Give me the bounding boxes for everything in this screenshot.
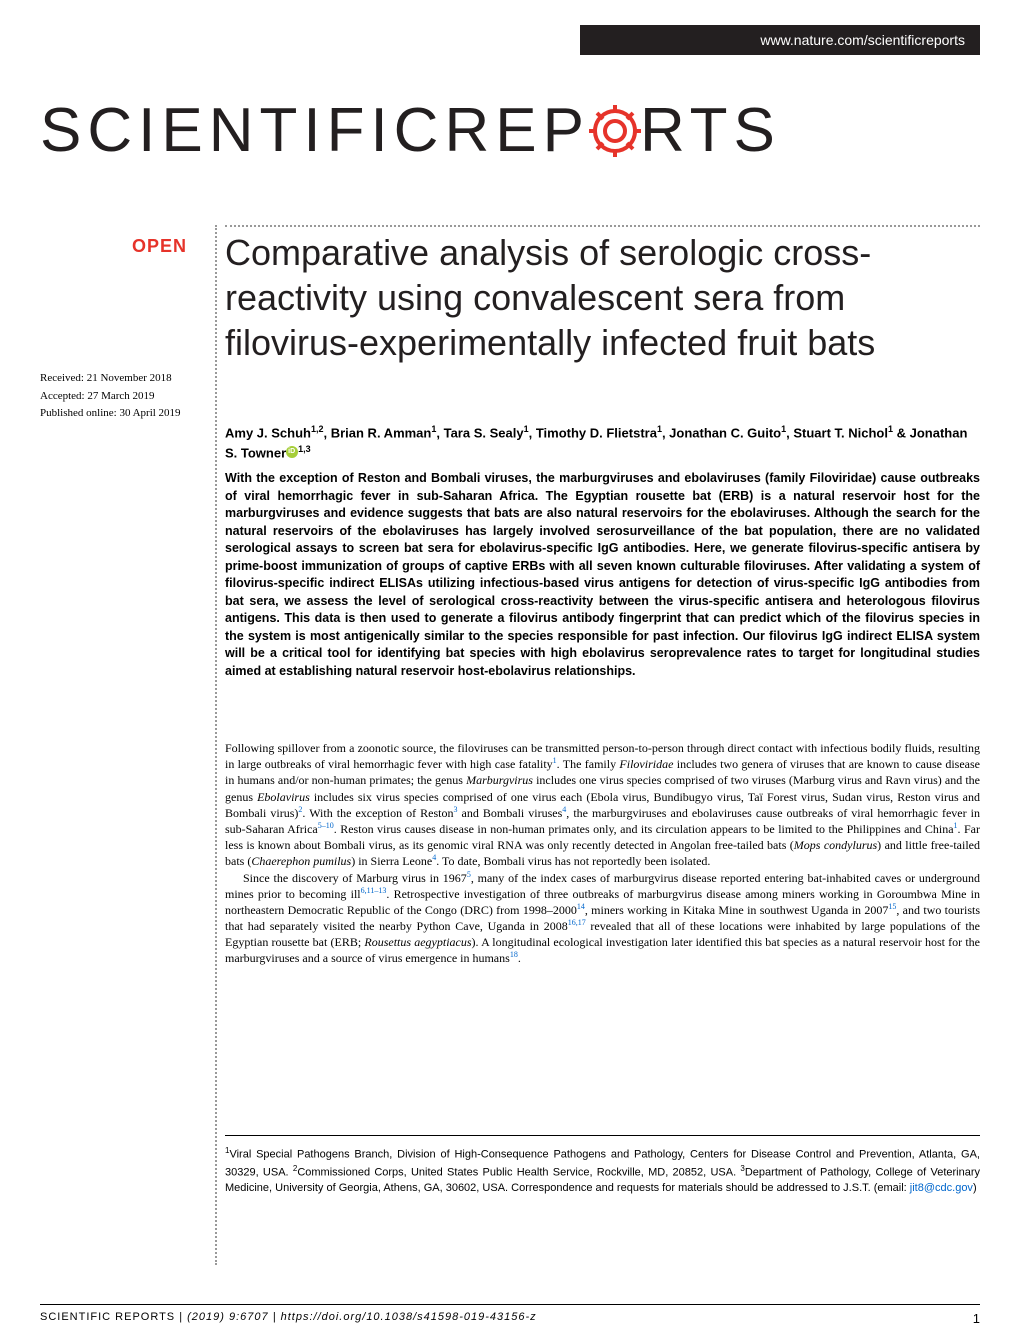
dotted-divider-vertical: [215, 225, 217, 1265]
body-paragraph-2: Since the discovery of Marburg virus in …: [225, 870, 980, 967]
publication-dates: Received: 21 November 2018 Accepted: 27 …: [40, 370, 215, 423]
footer-cite-text: (2019) 9:6707 | https://doi.org/10.1038/…: [187, 1311, 537, 1323]
logo-text-mid: REP: [444, 95, 589, 166]
header-url-bar: www.nature.com/scientificreports: [580, 25, 980, 55]
footer-journal: SCIENTIFIC REPORTS: [40, 1311, 175, 1323]
footer-divider: [40, 1304, 980, 1305]
abstract: With the exception of Reston and Bombali…: [225, 470, 980, 680]
page-number: 1: [973, 1311, 980, 1326]
journal-logo: SCIENTIFIC REP RTS: [40, 95, 980, 166]
footer-citation: SCIENTIFIC REPORTS | (2019) 9:6707 | htt…: [40, 1311, 537, 1326]
affiliation-divider: [225, 1135, 980, 1136]
accepted-date: Accepted: 27 March 2019: [40, 388, 215, 406]
logo-text-before: SCIENTIFIC: [40, 95, 444, 166]
logo-text-after: RTS: [640, 95, 781, 166]
received-date: Received: 21 November 2018: [40, 370, 215, 388]
body-paragraph-1: Following spillover from a zoonotic sour…: [225, 740, 980, 870]
header-url[interactable]: www.nature.com/scientificreports: [760, 32, 965, 48]
published-date: Published online: 30 April 2019: [40, 405, 215, 423]
author-list: Amy J. Schuh1,2, Brian R. Amman1, Tara S…: [225, 423, 980, 463]
dotted-divider-top: [225, 225, 980, 227]
footer: SCIENTIFIC REPORTS | (2019) 9:6707 | htt…: [40, 1311, 980, 1326]
article-title: Comparative analysis of serologic cross-…: [225, 230, 980, 365]
affiliations: 1Viral Special Pathogens Branch, Divisio…: [225, 1145, 980, 1196]
body-text: Following spillover from a zoonotic sour…: [225, 740, 980, 967]
open-access-badge: OPEN: [132, 236, 187, 257]
gear-icon: [586, 102, 644, 160]
